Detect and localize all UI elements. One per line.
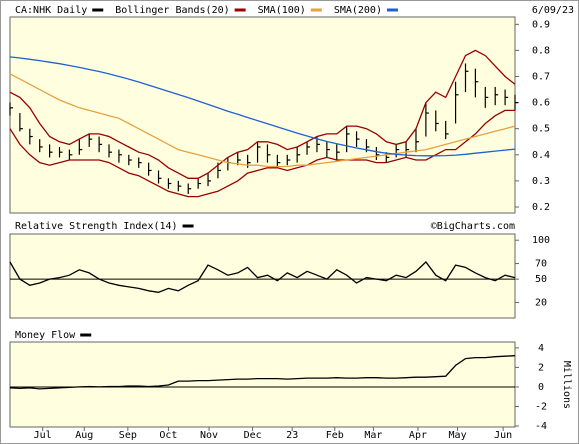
y-tick-label: 20 <box>535 297 547 308</box>
x-tick-label: Feb <box>326 430 344 441</box>
y-tick-label: 0.8 <box>532 45 550 56</box>
y-tick-label: -4 <box>535 421 547 432</box>
x-tick-label: Apr <box>409 430 427 441</box>
y-tick-label: 4 <box>538 343 544 354</box>
indicator-line <box>9 261 516 293</box>
x-tick-label: Aug <box>75 430 93 441</box>
date-label: 6/09/23 <box>532 5 574 16</box>
y-tick-label: 0.3 <box>532 176 550 187</box>
y-tick-label: 0.7 <box>532 72 550 83</box>
y-tick-label: 0.5 <box>532 124 550 135</box>
indicator-line-lower <box>9 109 515 198</box>
legend-label: Money Flow <box>15 330 76 341</box>
indicator-line <box>9 49 516 179</box>
y-axis-label: Millions <box>561 361 572 409</box>
legend-label: Relative Strength Index(14) <box>15 221 178 232</box>
legend-label: SMA(200) <box>334 5 382 16</box>
legend-label: CA:NHK Daily <box>15 5 87 16</box>
y-tick-label: 0.6 <box>532 98 550 109</box>
credit: ©BigCharts.com <box>431 221 515 232</box>
y-tick-label: 70 <box>535 259 547 270</box>
y-tick-label: 50 <box>535 274 547 285</box>
x-tick-label: May <box>449 430 467 441</box>
y-tick-label: -2 <box>535 401 547 412</box>
legend-label: SMA(100) <box>258 5 306 16</box>
plot-area <box>9 341 516 428</box>
indicator-line <box>9 73 516 168</box>
x-tick-label: Sep <box>119 430 137 441</box>
plot-area <box>9 16 516 214</box>
x-tick-label: Jun <box>494 430 512 441</box>
y-tick-label: 2 <box>538 362 544 373</box>
x-tick-label: Jul <box>34 430 52 441</box>
y-tick-label: 0.4 <box>532 150 550 161</box>
indicator-line <box>9 56 516 157</box>
indicator-line <box>9 355 516 390</box>
y-tick-label: 100 <box>532 235 550 246</box>
x-tick-label: Dec <box>244 430 262 441</box>
legend-label: Bollinger Bands(20) <box>115 5 229 16</box>
y-tick-label: 0.2 <box>532 202 550 213</box>
x-tick-label: Nov <box>200 430 218 441</box>
x-tick-label: Mar <box>364 430 382 441</box>
y-tick-label: 0.9 <box>532 19 550 30</box>
y-tick-label: 0 <box>538 382 544 393</box>
x-tick-label: 23 <box>286 430 298 441</box>
x-tick-label: Oct <box>159 430 177 441</box>
